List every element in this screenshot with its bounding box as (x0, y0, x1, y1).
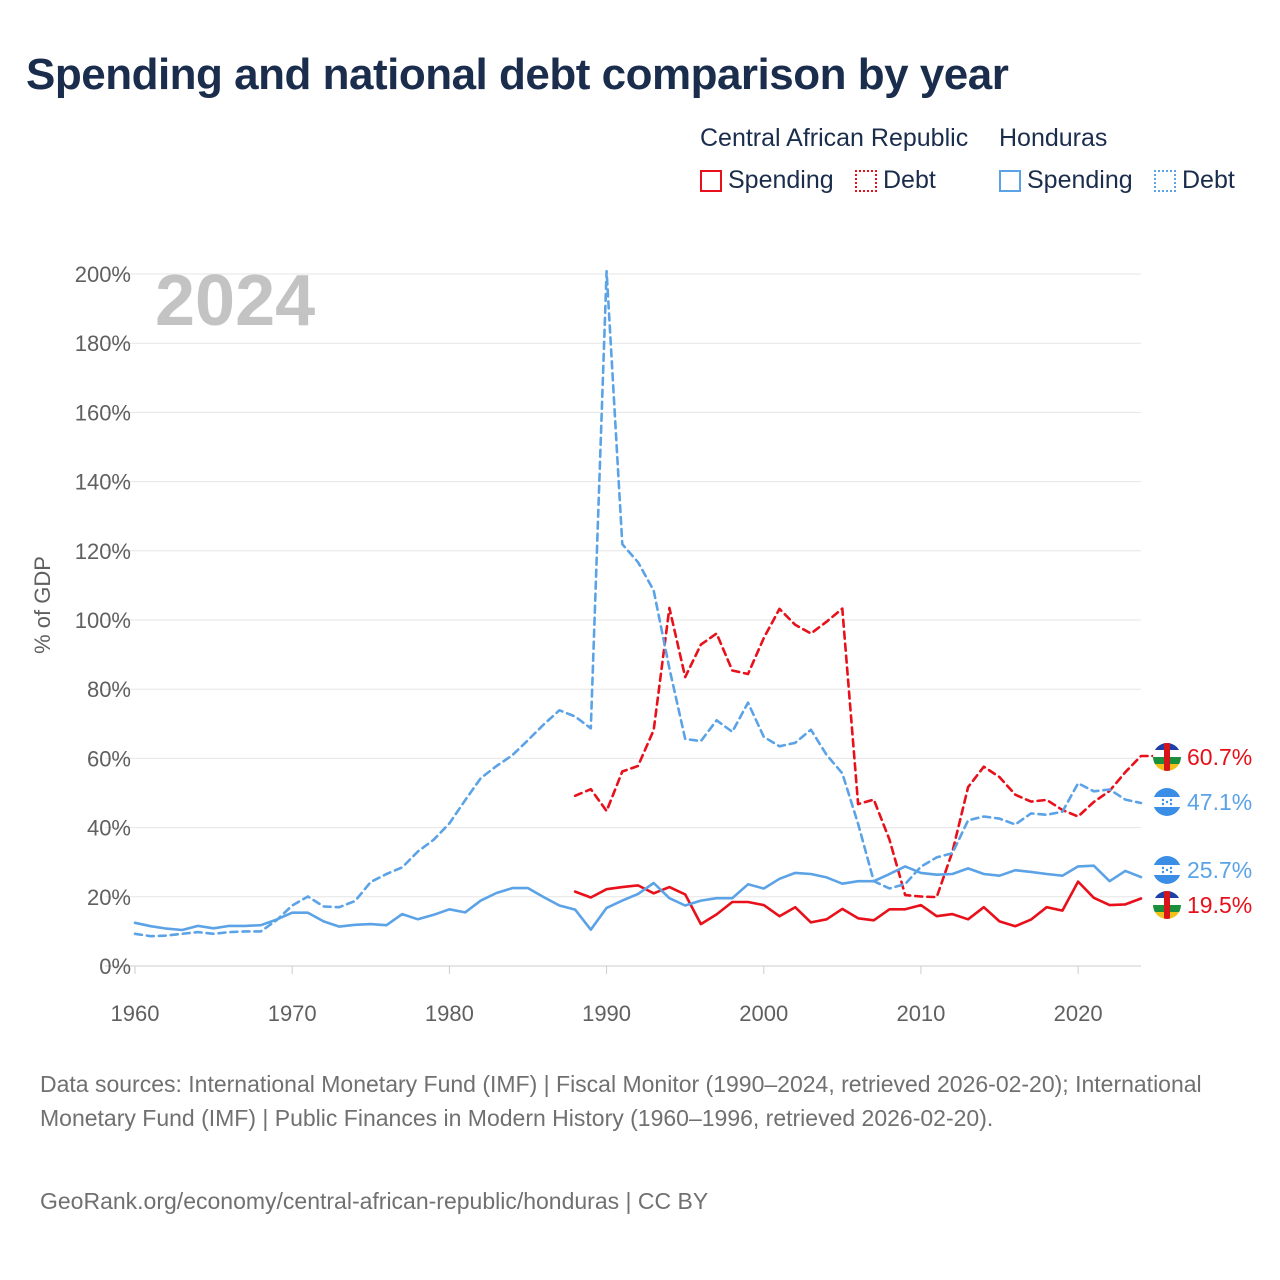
legend-swatch-dotted-blue (1154, 169, 1176, 192)
y-tick-label: 80% (87, 677, 131, 702)
car-flag-icon (1153, 743, 1181, 771)
x-tick-label: 1970 (268, 1001, 317, 1026)
legend-country-car: Central African Republic (700, 124, 969, 152)
series-lines (133, 269, 1158, 938)
legend-car-debt[interactable]: Debt (855, 166, 936, 195)
series-line-central-african-republic-spending[interactable] (573, 880, 1143, 928)
end-label-car-debt: 60.7% (1187, 744, 1252, 770)
chart-title: Spending and national debt comparison by… (26, 50, 1009, 99)
legend-car-debt-label: Debt (883, 166, 936, 194)
end-label-honduras-debt: 47.1% (1187, 789, 1252, 815)
x-axis: 1960 1970 1980 1990 2000 2010 2020 (111, 966, 1103, 1026)
y-tick-label: 40% (87, 816, 131, 841)
legend-swatch-solid-blue (999, 169, 1021, 192)
legend-honduras-debt[interactable]: Debt (1154, 166, 1235, 195)
y-tick-label: 160% (75, 400, 131, 425)
y-tick-label: 180% (75, 331, 131, 356)
x-tick-label: 1960 (111, 1001, 160, 1026)
legend-swatch-dotted-red (855, 169, 877, 192)
y-tick-label: 200% (75, 262, 131, 287)
x-tick-label: 1980 (425, 1001, 474, 1026)
car-flag-icon (1153, 891, 1181, 919)
legend-honduras-debt-label: Debt (1182, 166, 1235, 194)
honduras-flag-icon (1153, 788, 1181, 816)
credit-link[interactable]: GeoRank.org/economy/central-african-repu… (40, 1188, 709, 1214)
end-label-honduras-spending: 25.7% (1187, 857, 1252, 883)
y-axis: 0% 20% 40% 60% 80% 100% 120% 140% 160% 180% 200% (75, 262, 131, 979)
line-chart: 0% 20% 40% 60% 80% 100% 120% 140% 160% 180% 200% 1… (30, 261, 1252, 1026)
honduras-flag-icon (1153, 856, 1181, 884)
series-line-central-african-republic-debt[interactable] (573, 606, 1158, 899)
y-tick-label: 140% (75, 470, 131, 495)
x-tick-label: 2020 (1054, 1001, 1103, 1026)
data-sources: Data sources: International Monetary Fun… (40, 1071, 1202, 1131)
series-line-honduras-debt[interactable] (133, 269, 1143, 938)
legend-country-honduras: Honduras (999, 124, 1108, 152)
y-tick-label: 60% (87, 746, 131, 771)
y-tick-label: 100% (75, 608, 131, 633)
year-label: 2024 (155, 261, 315, 341)
series-line-honduras-spending[interactable] (133, 864, 1143, 932)
legend-car-spending-label: Spending (728, 166, 834, 194)
x-tick-label: 2010 (896, 1001, 945, 1026)
legend-honduras-spending-label: Spending (1027, 166, 1133, 194)
y-axis-title: % of GDP (30, 556, 55, 654)
y-tick-label: 20% (87, 885, 131, 910)
legend-car-spending[interactable]: Spending (700, 166, 834, 195)
end-label-car-spending: 19.5% (1187, 892, 1252, 918)
grid-lines (105, 273, 1141, 967)
y-tick-label: 0% (99, 954, 131, 979)
y-tick-label: 120% (75, 539, 131, 564)
x-tick-label: 1990 (582, 1001, 631, 1026)
legend-honduras-spending[interactable]: Spending (999, 166, 1133, 195)
legend-swatch-solid-red (700, 169, 722, 192)
x-tick-label: 2000 (739, 1001, 788, 1026)
